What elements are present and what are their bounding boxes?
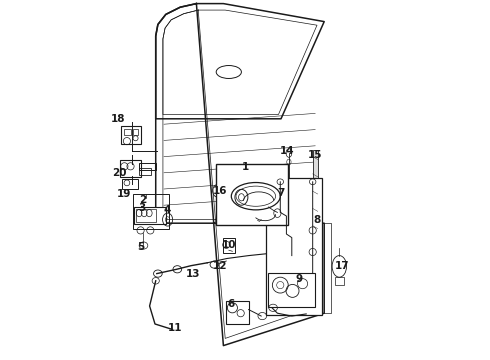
Bar bbox=[139, 163, 156, 170]
Bar bbox=[335, 277, 344, 285]
Bar bbox=[225, 301, 249, 324]
Text: 5: 5 bbox=[137, 242, 144, 252]
Bar bbox=[120, 160, 141, 177]
Bar bbox=[121, 126, 141, 144]
Bar bbox=[134, 207, 166, 224]
Bar bbox=[313, 150, 318, 266]
Text: 12: 12 bbox=[213, 261, 227, 271]
Text: 10: 10 bbox=[221, 240, 236, 250]
Bar bbox=[133, 194, 170, 229]
Text: 20: 20 bbox=[113, 168, 127, 178]
Bar bbox=[124, 129, 131, 135]
Bar bbox=[136, 209, 156, 222]
Text: 16: 16 bbox=[213, 186, 227, 196]
Text: 11: 11 bbox=[168, 323, 182, 333]
Text: 18: 18 bbox=[111, 114, 125, 124]
Text: 2: 2 bbox=[139, 195, 146, 205]
Text: 17: 17 bbox=[335, 261, 349, 271]
Text: 6: 6 bbox=[227, 299, 234, 309]
Bar bbox=[139, 168, 151, 175]
Bar bbox=[222, 238, 235, 253]
Bar bbox=[133, 129, 138, 135]
Bar bbox=[266, 178, 321, 315]
Text: 4: 4 bbox=[164, 205, 171, 215]
Text: 19: 19 bbox=[117, 189, 132, 199]
Bar bbox=[216, 164, 288, 225]
Text: 14: 14 bbox=[280, 146, 295, 156]
Text: 9: 9 bbox=[295, 274, 302, 284]
Text: 13: 13 bbox=[186, 269, 200, 279]
Bar bbox=[269, 273, 315, 307]
Text: 7: 7 bbox=[277, 188, 285, 198]
Bar bbox=[122, 179, 138, 189]
Text: 8: 8 bbox=[314, 215, 320, 225]
Text: 1: 1 bbox=[242, 162, 248, 172]
Text: 3: 3 bbox=[139, 203, 146, 213]
Text: 15: 15 bbox=[308, 150, 322, 160]
